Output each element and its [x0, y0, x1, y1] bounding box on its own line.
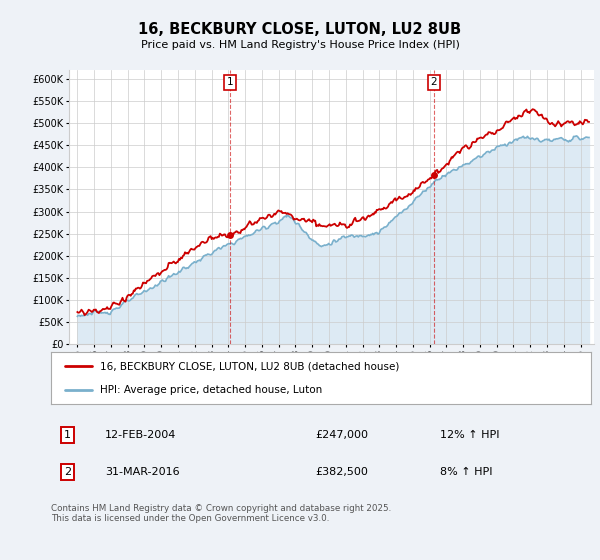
- Text: 12-FEB-2004: 12-FEB-2004: [105, 430, 176, 440]
- Text: 8% ↑ HPI: 8% ↑ HPI: [440, 467, 493, 477]
- Text: £382,500: £382,500: [316, 467, 368, 477]
- Text: 31-MAR-2016: 31-MAR-2016: [105, 467, 179, 477]
- Text: 12% ↑ HPI: 12% ↑ HPI: [440, 430, 499, 440]
- Text: 1: 1: [64, 430, 71, 440]
- Text: Price paid vs. HM Land Registry's House Price Index (HPI): Price paid vs. HM Land Registry's House …: [140, 40, 460, 50]
- Text: HPI: Average price, detached house, Luton: HPI: Average price, detached house, Luto…: [100, 385, 322, 395]
- Text: £247,000: £247,000: [316, 430, 368, 440]
- Text: 16, BECKBURY CLOSE, LUTON, LU2 8UB (detached house): 16, BECKBURY CLOSE, LUTON, LU2 8UB (deta…: [100, 361, 399, 371]
- Text: 2: 2: [431, 77, 437, 87]
- Text: 16, BECKBURY CLOSE, LUTON, LU2 8UB: 16, BECKBURY CLOSE, LUTON, LU2 8UB: [139, 22, 461, 38]
- Text: 2: 2: [64, 467, 71, 477]
- Text: Contains HM Land Registry data © Crown copyright and database right 2025.
This d: Contains HM Land Registry data © Crown c…: [51, 504, 391, 523]
- Text: 1: 1: [227, 77, 233, 87]
